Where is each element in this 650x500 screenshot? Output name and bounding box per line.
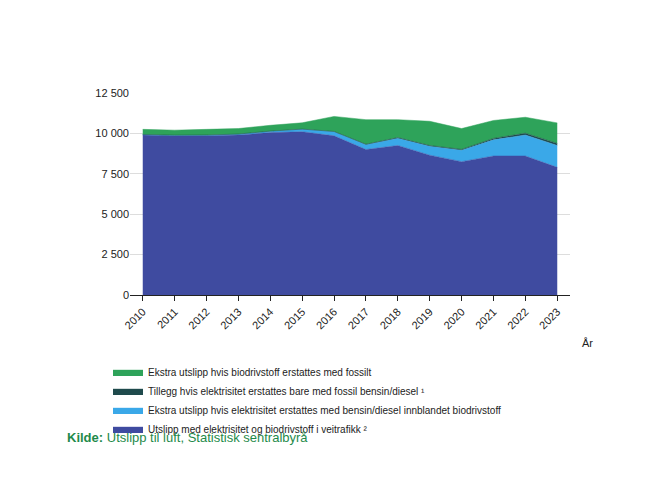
svg-text:2019: 2019	[409, 306, 435, 332]
svg-text:2013: 2013	[218, 306, 244, 332]
svg-text:0: 0	[123, 289, 129, 301]
svg-text:2021: 2021	[473, 306, 499, 332]
svg-text:2015: 2015	[282, 306, 308, 332]
svg-text:Tillegg hvis elektrisitet erst: Tillegg hvis elektrisitet erstattes bare…	[148, 386, 425, 397]
svg-text:2012: 2012	[186, 306, 212, 332]
svg-text:2011: 2011	[155, 306, 180, 331]
svg-text:2016: 2016	[314, 306, 340, 332]
svg-text:Ekstra utslipp hvis elektrisit: Ekstra utslipp hvis elektrisitet erstatt…	[148, 405, 501, 416]
svg-text:12 500: 12 500	[95, 87, 129, 99]
svg-text:Kilde: Utslipp til luft, Stati: Kilde: Utslipp til luft, Statistisk sent…	[67, 430, 308, 445]
svg-text:2017: 2017	[345, 306, 371, 332]
svg-text:Utslipp med elektrisitet og bi: Utslipp med elektrisitet og biodrivstoff…	[148, 424, 367, 435]
svg-text:2 500: 2 500	[101, 248, 129, 260]
svg-text:2022: 2022	[505, 306, 531, 332]
svg-text:2014: 2014	[250, 306, 276, 332]
svg-text:År: År	[582, 337, 593, 349]
svg-text:Ekstra utslipp hvis biodrivsto: Ekstra utslipp hvis biodrivstoff erstatt…	[148, 367, 371, 378]
svg-text:2010: 2010	[122, 306, 148, 332]
svg-text:2020: 2020	[441, 306, 467, 332]
svg-text:10 000: 10 000	[95, 127, 129, 139]
svg-text:5 000: 5 000	[101, 208, 129, 220]
svg-text:7 500: 7 500	[101, 168, 129, 180]
svg-text:2023: 2023	[537, 306, 563, 332]
svg-text:2018: 2018	[377, 306, 403, 332]
